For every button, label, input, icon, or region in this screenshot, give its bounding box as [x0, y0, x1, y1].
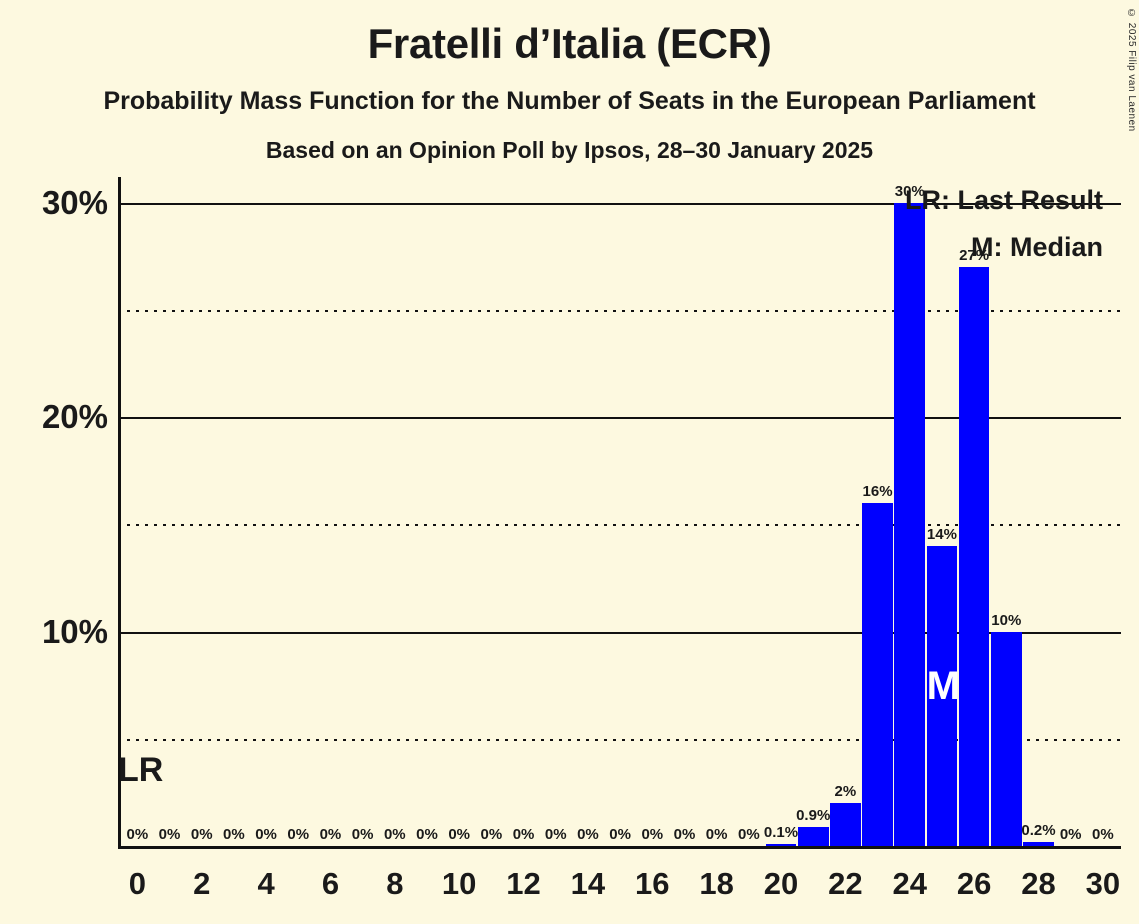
bar [830, 803, 861, 846]
x-axis-tick-label: 26 [956, 866, 992, 901]
chart-subtitle-source: Based on an Opinion Poll by Ipsos, 28–30… [265, 137, 874, 163]
bar [990, 631, 1022, 846]
bar-value-label: 0% [126, 826, 149, 843]
bar-value-label: 0% [383, 826, 406, 843]
bar-value-label: 2% [834, 783, 857, 801]
bar [765, 843, 797, 846]
bar-value-label: 0% [448, 826, 471, 843]
legend-median: M: Median [971, 232, 1103, 262]
x-axis-tick-label: 22 [828, 866, 863, 901]
bar-value-label: 0% [351, 826, 374, 843]
bar-value-label: 27% [959, 247, 990, 265]
bar [1023, 841, 1054, 846]
median-marker: M [926, 664, 960, 708]
bar-value-label: 0% [577, 826, 599, 843]
bar-value-label: 0.1% [763, 823, 799, 841]
bar-value-label: 0% [190, 826, 213, 843]
x-axis-tick-label: 28 [1021, 866, 1056, 901]
bar-value-label: 0% [480, 826, 503, 843]
gridline-minor [118, 524, 1121, 527]
bar [958, 267, 990, 846]
bar-value-label: 0% [544, 826, 567, 843]
x-axis-tick-label: 6 [321, 866, 340, 901]
bar-value-label: 0.9% [796, 806, 831, 824]
bar-value-label: 0% [158, 826, 181, 843]
x-axis-tick-label: 10 [441, 866, 477, 901]
bar-value-label: 0% [319, 826, 342, 843]
copyright-notice: © 2025 Filip van Laenen [1126, 8, 1137, 132]
x-axis-tick-label: 2 [193, 866, 211, 901]
bar-value-label: 0% [737, 826, 760, 843]
bar-value-label: 30% [894, 182, 925, 200]
bar-value-label: 0% [1092, 826, 1114, 843]
bar [894, 202, 926, 846]
page-title: Fratelli d’Italia (ECR) [367, 20, 772, 67]
bar-value-label: 0% [1059, 826, 1082, 843]
y-axis-tick-label: 30% [41, 183, 108, 221]
plot-area: 0% 0% 0% 0% 0% 0% 0% 0% 0% 0% 0% 0% 0% 0% 0% 0% 0% 0% 0% 0%… [118, 177, 1121, 849]
y-axis-line [118, 177, 121, 849]
x-axis-tick-label: 0 [128, 866, 146, 901]
bar-value-label: 0% [287, 826, 310, 843]
x-axis-line [118, 846, 1121, 849]
x-axis-tick-label: 24 [892, 866, 927, 901]
bar-value-label: 16% [862, 482, 893, 500]
bar-value-label: 0% [255, 826, 277, 843]
bar-value-label: 0% [512, 826, 535, 843]
bar-value-label: 0% [223, 826, 245, 843]
bar-value-label: 14% [926, 525, 957, 543]
gridline-minor [118, 309, 1121, 312]
x-axis-tick-label: 16 [635, 866, 670, 901]
y-axis-tick-label: 20% [41, 398, 108, 436]
x-axis-tick-label: 8 [386, 866, 404, 901]
bar-value-label: 0% [641, 826, 664, 843]
bar-value-label: 0% [416, 826, 438, 843]
bar [797, 826, 829, 846]
last-result-marker: LR [118, 751, 164, 789]
gridline-major [118, 631, 1121, 634]
bar-value-label: 0% [673, 826, 696, 843]
gridline-major [118, 202, 1121, 205]
bar-value-label: 0% [609, 826, 631, 843]
x-axis-tick-label: 30 [1085, 866, 1121, 901]
bar-value-label: 10% [991, 611, 1022, 629]
bar-value-label: 0.2% [1021, 821, 1056, 839]
x-axis-tick-label: 20 [763, 866, 799, 901]
x-axis-tick-label: 12 [506, 866, 541, 901]
x-axis-tick-label: 18 [699, 866, 734, 901]
bar [862, 502, 893, 846]
chart-subtitle-primary: Probability Mass Function for the Number… [103, 87, 1036, 115]
gridline-major [118, 417, 1121, 420]
gridline-minor [118, 738, 1121, 741]
x-axis-tick-label: 14 [570, 866, 606, 901]
bar [926, 545, 958, 846]
x-axis-tick-label: 4 [257, 866, 275, 901]
y-axis-tick-label: 10% [41, 612, 108, 650]
bar-value-label: 0% [705, 826, 728, 843]
legend-last-result: LR: Last Result [904, 185, 1103, 215]
